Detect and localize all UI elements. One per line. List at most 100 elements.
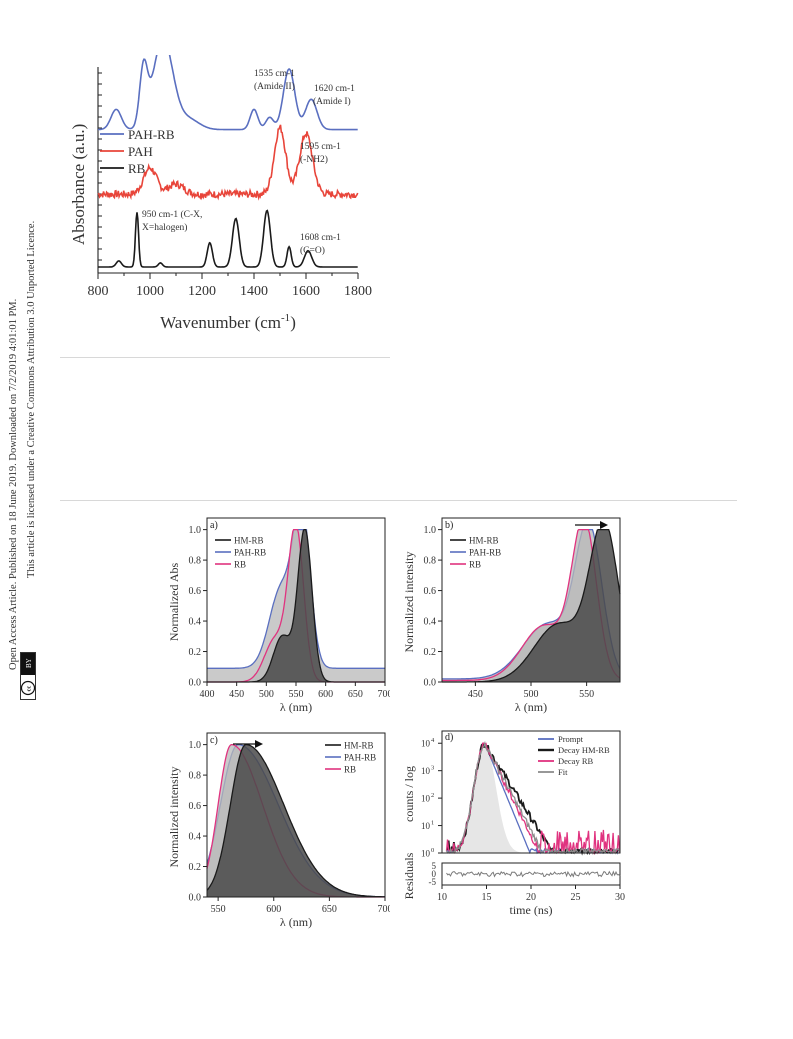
panel-c-plot: 550 600 650 700 0.0 0.2 0.4 0.6 0.8 1.0 λ (nm) Norm… [167,732,391,929]
fig-panel-b-panel-label: b) [445,520,453,531]
ftir-line-rb [98,209,358,268]
panel-a-plot: 400 450 500 550 600 650 700 0.0 0.2 0.4 0.6 0.8 1.0 λ… [167,517,391,714]
fig-panel-a-xtick-label: 600 [318,689,333,700]
fig-panel-a-ytick-label: 0.0 [189,678,202,689]
ftir-xtick-label: 1000 [136,284,164,299]
fig-panel-a-legend-label: HM-RB [234,536,264,546]
fig-panel-c-legend-label: PAH-RB [344,753,376,763]
panel-d-xtick-label: 25 [571,892,581,903]
fig-panel-c-shift-arrowhead [255,740,263,748]
ftir-x-axis-label: Wavenumber (cm-1) [160,312,296,332]
fig-panel-b-xtick-label: 450 [468,689,483,700]
ftir-chart: 800 1000 1200 1400 1600 1800 Absorbance (a.u.… [69,55,372,332]
fig-panel-c-ytick-label: 0.8 [189,771,202,782]
fig-panel-c-fill-hm-rb [207,744,385,897]
ftir-legend-pah: PAH [128,144,153,159]
fig-panel-a-ytick-label: 0.2 [189,647,202,658]
panel-d-xtick-label: 20 [526,892,536,903]
cc-label: cc [26,686,33,692]
panel-d-xtick-label: 10 [437,892,447,903]
annot-1620: 1620 cm-1 [314,84,355,94]
annot-amide-ii: (Amide II) [254,81,295,92]
fig-panel-b-shift-arrowhead [600,521,608,529]
license-line-2: This article is licensed under a Creativ… [26,220,37,578]
ftir-y-axis-label: Absorbance (a.u.) [69,124,88,245]
fig-panel-a-legend-label: RB [234,560,246,570]
fig-panel-a-xtick-label: 650 [348,689,363,700]
panel-d-legend-label: Fit [558,767,568,777]
fig-panel-b-ytick-label: 0.6 [424,586,437,597]
panel-d-y-axis-label: counts / log [402,766,416,822]
annot-1535: 1535 cm-1 [254,69,295,79]
fig-panel-b-legend-label: PAH-RB [469,548,501,558]
ftir-xtick-label: 1200 [188,284,216,299]
fig-panel-a-fill-hm-rb [207,529,385,682]
fig-panel-b-x-axis-label: λ (nm) [515,700,547,714]
fig-panel-c-xtick-label: 650 [322,904,337,915]
ftir-xtick-label: 800 [88,284,109,299]
fig-panel-c-legend-label: RB [344,765,356,775]
ftir-legend-rb: RB [128,161,146,176]
panel-d-legend-label: Prompt [558,734,584,744]
panel-d-xtick-label: 30 [615,892,625,903]
annot-1608: 1608 cm-1 [300,233,341,243]
fig-panel-b-ytick-label: 0.4 [424,617,437,628]
fig-panel-c-panel-label: c) [210,735,218,746]
fig-panel-c-ytick-label: 0.2 [189,862,202,873]
fig-panel-b-y-axis-label: Normalized intensity [402,552,416,653]
panel-d-ytick-exp: 3 [431,765,434,772]
panel-d-resid-tick-label: -5 [429,877,437,887]
ftir-xtick-label: 1400 [240,284,268,299]
fig-panel-a-xtick-label: 400 [200,689,215,700]
fig-panel-b-xtick-label: 500 [524,689,539,700]
fig-panel-a-xtick-label: 700 [378,689,391,700]
fig-panel-c-xtick-label: 700 [378,904,391,915]
fig-panel-c-legend-label: HM-RB [344,741,374,751]
fig-panel-a-xtick-label: 450 [229,689,244,700]
panel-d-ytick-label: 10 [421,849,431,859]
license-line-1: Open Access Article. Published on 18 Jun… [8,298,19,670]
panel-d-frame [441,730,621,854]
fig-panel-a-ytick-label: 0.6 [189,586,202,597]
panel-c-chart: 550 600 650 700 0.0 0.2 0.4 0.6 0.8 1.0 λ (nm) Norm… [167,732,391,929]
fig-panel-c-frame [206,732,386,898]
cc-by-badge[interactable]: BY cc [20,652,36,700]
divider-top [60,357,390,358]
panel-d-ytick-label: 10 [421,766,431,776]
fig-panel-c-xtick-label: 550 [211,904,226,915]
annot-1595: 1595 cm-1 [300,142,341,152]
fig-panel-b-ytick-label: 0.0 [424,678,437,689]
fig-panel-b-ytick-label: 0.8 [424,556,437,567]
panel-a-chart: 400 450 500 550 600 650 700 0.0 0.2 0.4 0.6 0.8 1.0 λ… [167,517,391,714]
panel-d-line-fit [445,740,621,856]
ftir-xtick-label: 1600 [292,284,320,299]
divider-middle [60,500,737,501]
fig-panel-b-legend-label: RB [469,560,481,570]
ftir-annotations: 1535 cm-1 (Amide II) 1620 cm-1 (Amide I)… [142,69,355,256]
panel-d-residuals-label: Residuals [402,852,416,899]
fig-panel-c-y-axis-label: Normalized intensity [167,767,181,868]
panel-d-ytick-exp: 2 [431,792,434,799]
fig-panel-b-fill-hm-rb [442,529,620,682]
panel-d-xtick-label: 15 [482,892,492,903]
panel-d-ytick-exp: 1 [431,820,434,827]
fig-panel-a-y-axis-label: Normalized Abs [167,563,181,642]
panel-d-panel-label: d) [445,732,453,743]
panel-d-x-axis-label: time (ns) [510,903,553,917]
license-sidebar: Open Access Article. Published on 18 Jun… [0,0,40,700]
fig-panel-b-legend-label: HM-RB [469,536,499,546]
annot-co: (C=O) [300,245,325,256]
ftir-x-ticks: 800 1000 1200 1400 1600 1800 [88,273,372,299]
panel-d-ytick-label: 10 [421,794,431,804]
fig-panel-a-x-axis-label: λ (nm) [280,700,312,714]
fig-panel-a-ytick-label: 0.4 [189,617,202,628]
panel-b-plot: 450 500 550 0.0 0.2 0.4 0.6 0.8 1.0 λ (nm) Normali… [402,517,621,714]
fig-panel-c-ytick-label: 0.0 [189,893,202,904]
ftir-xtick-label: 1800 [344,284,372,299]
fig-panel-b-xtick-label: 550 [579,689,594,700]
panel-d-residuals-frame [441,862,621,886]
by-label: BY [25,658,33,668]
fig-panel-a-legend-label: PAH-RB [234,548,266,558]
ftir-line-pah [97,124,359,201]
